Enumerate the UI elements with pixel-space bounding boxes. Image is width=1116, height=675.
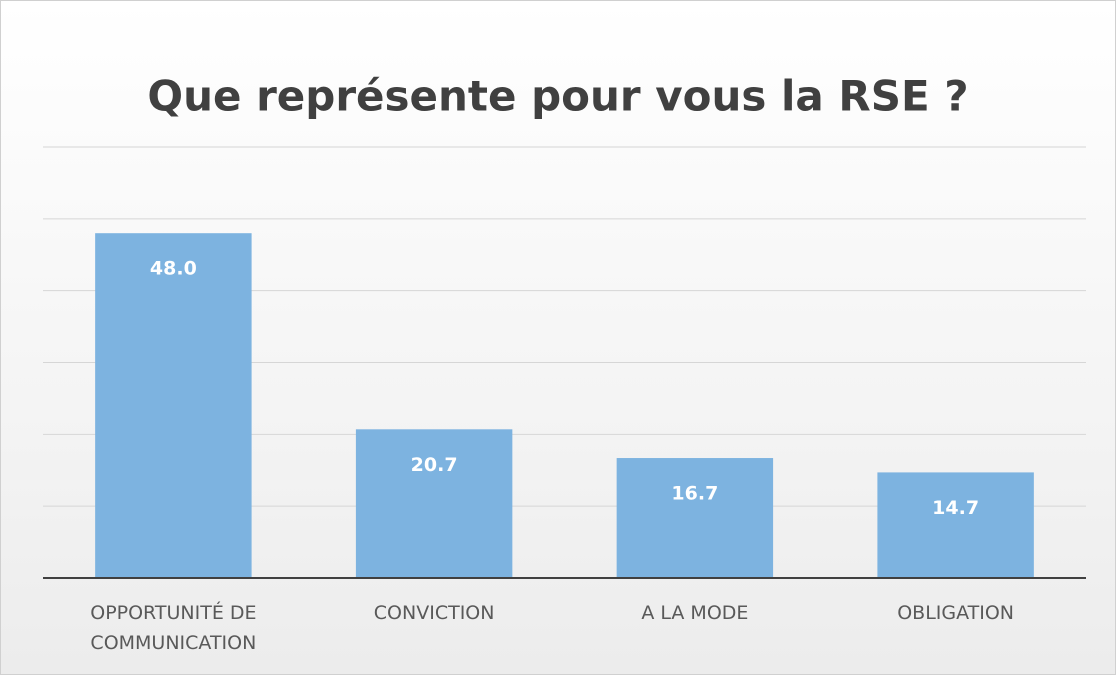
bar — [616, 458, 774, 578]
bar — [95, 233, 252, 578]
x-tick-label: OBLIGATION — [897, 602, 1015, 624]
data-label: 14.7 — [932, 497, 979, 519]
x-tick-label: CONVICTION — [373, 602, 495, 624]
data-label: 16.7 — [671, 483, 718, 505]
x-tick-label: OPPORTUNITÉ DE COMMUNICATION — [90, 602, 257, 654]
bar — [355, 429, 513, 578]
data-label: 20.7 — [411, 454, 458, 476]
bar — [877, 472, 1034, 578]
chart-title: Que représente pour vous la RSE ? — [147, 72, 968, 121]
x-tick-label: A LA MODE — [641, 602, 749, 624]
data-label: 48.0 — [150, 258, 197, 280]
